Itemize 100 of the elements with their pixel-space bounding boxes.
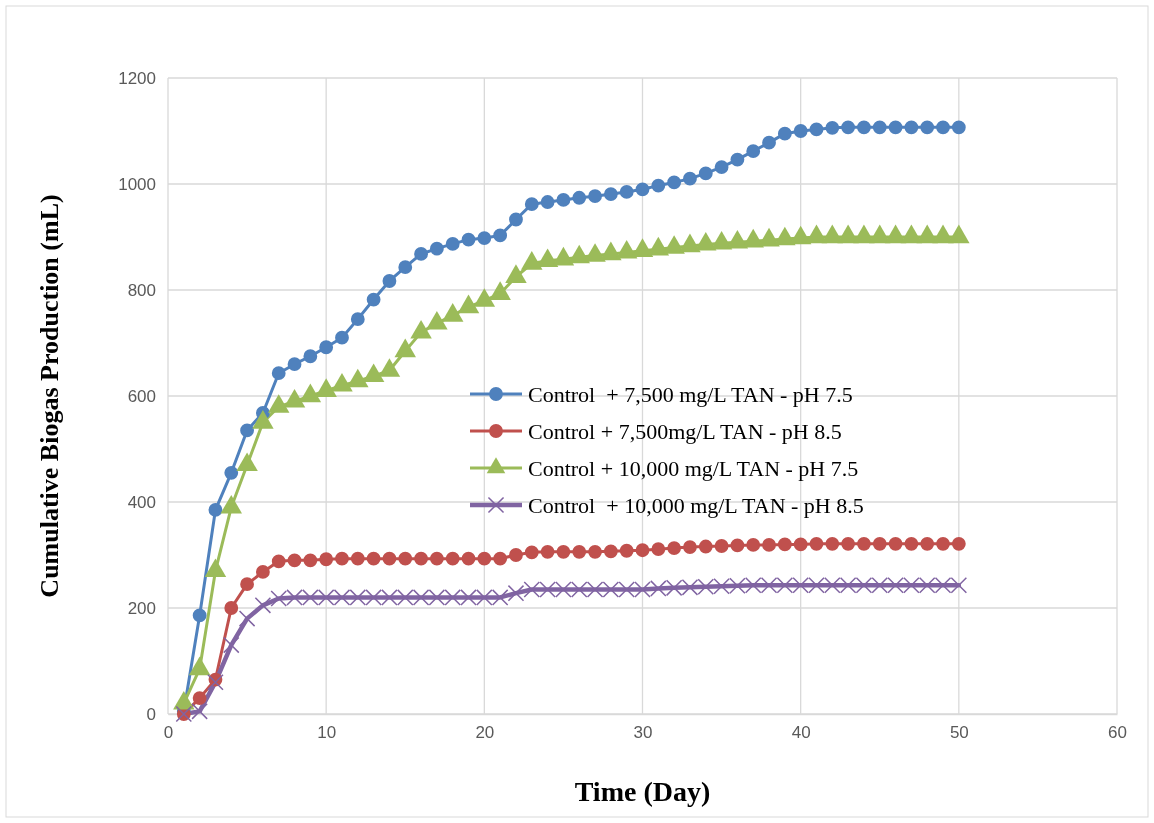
point <box>207 673 224 691</box>
point <box>445 236 460 251</box>
y-tick-label: 0 <box>146 704 156 724</box>
point <box>809 536 824 551</box>
y-axis-title: Cumulative Biogas Production (mL) <box>35 194 64 598</box>
point <box>825 536 840 551</box>
point <box>714 160 729 174</box>
point <box>509 548 523 562</box>
point <box>319 552 334 567</box>
point <box>398 551 413 566</box>
point <box>651 542 666 557</box>
point <box>872 536 887 551</box>
point <box>635 543 650 558</box>
point <box>222 636 240 654</box>
x-tick-label: 50 <box>949 723 969 743</box>
legend-label: Control + 7,500 mg/L TAN - pH 7.5 <box>528 382 853 407</box>
point <box>507 584 525 602</box>
point <box>698 539 713 554</box>
point <box>572 190 587 205</box>
point <box>603 544 618 559</box>
point <box>303 553 318 568</box>
point <box>192 691 207 705</box>
point <box>319 340 334 355</box>
x-tick-label: 10 <box>317 723 337 743</box>
point <box>192 608 207 623</box>
point <box>730 152 745 167</box>
point <box>825 120 840 135</box>
legend-label: Control + 10,000 mg/L TAN - pH 7.5 <box>528 456 859 481</box>
point <box>841 536 856 551</box>
point <box>762 538 776 552</box>
point <box>683 171 697 186</box>
y-tick-label: 1000 <box>118 174 156 194</box>
point <box>366 551 381 566</box>
point <box>414 551 428 566</box>
point <box>350 551 365 566</box>
point <box>303 349 318 364</box>
point <box>255 565 270 579</box>
point <box>588 544 602 559</box>
point <box>635 182 650 197</box>
point <box>588 189 602 204</box>
point <box>493 228 508 243</box>
point <box>287 357 302 372</box>
point <box>493 551 508 566</box>
point <box>524 545 539 560</box>
point <box>335 330 349 345</box>
point <box>445 551 460 566</box>
y-tick-label: 200 <box>127 598 156 618</box>
point <box>920 536 935 551</box>
point <box>762 135 776 150</box>
point <box>667 541 682 556</box>
point <box>540 195 555 209</box>
point <box>872 120 887 135</box>
x-tick-label: 40 <box>791 723 811 743</box>
point <box>540 544 555 559</box>
point <box>429 551 444 566</box>
point <box>240 423 254 438</box>
point <box>857 120 871 135</box>
point <box>841 120 856 135</box>
point <box>951 536 966 551</box>
point <box>777 537 792 552</box>
point <box>398 260 413 275</box>
point <box>477 231 492 245</box>
point <box>904 120 919 135</box>
point <box>667 175 682 190</box>
point <box>920 120 935 135</box>
x-tick-label: 30 <box>633 723 653 743</box>
x-tick-label: 60 <box>1108 723 1127 743</box>
point <box>429 241 444 256</box>
point <box>698 166 713 181</box>
y-tick-label: 400 <box>127 492 156 512</box>
y-tick-label: 600 <box>127 386 156 406</box>
point <box>793 537 808 552</box>
point <box>509 212 523 227</box>
legend-label: Control + 7,500mg/L TAN - pH 8.5 <box>528 419 842 444</box>
point <box>793 124 808 138</box>
point <box>240 577 254 592</box>
point <box>556 544 571 559</box>
point <box>888 536 903 551</box>
y-tick-label: 1200 <box>118 68 156 88</box>
point <box>556 193 571 207</box>
x-axis-title: Time (Day) <box>574 776 711 807</box>
point <box>572 544 587 559</box>
point <box>524 197 539 212</box>
point <box>382 551 397 566</box>
point <box>746 144 761 159</box>
point <box>350 312 365 327</box>
point <box>271 366 286 381</box>
point <box>603 187 618 201</box>
point <box>461 551 476 566</box>
point <box>224 465 239 480</box>
point <box>809 122 824 137</box>
x-tick-label: 0 <box>163 723 174 743</box>
point <box>224 601 239 615</box>
x-tick-label: 20 <box>475 723 495 743</box>
point <box>730 538 745 553</box>
point <box>287 553 302 568</box>
point <box>651 178 666 193</box>
point <box>366 292 381 307</box>
point <box>888 120 903 135</box>
point <box>208 503 223 517</box>
